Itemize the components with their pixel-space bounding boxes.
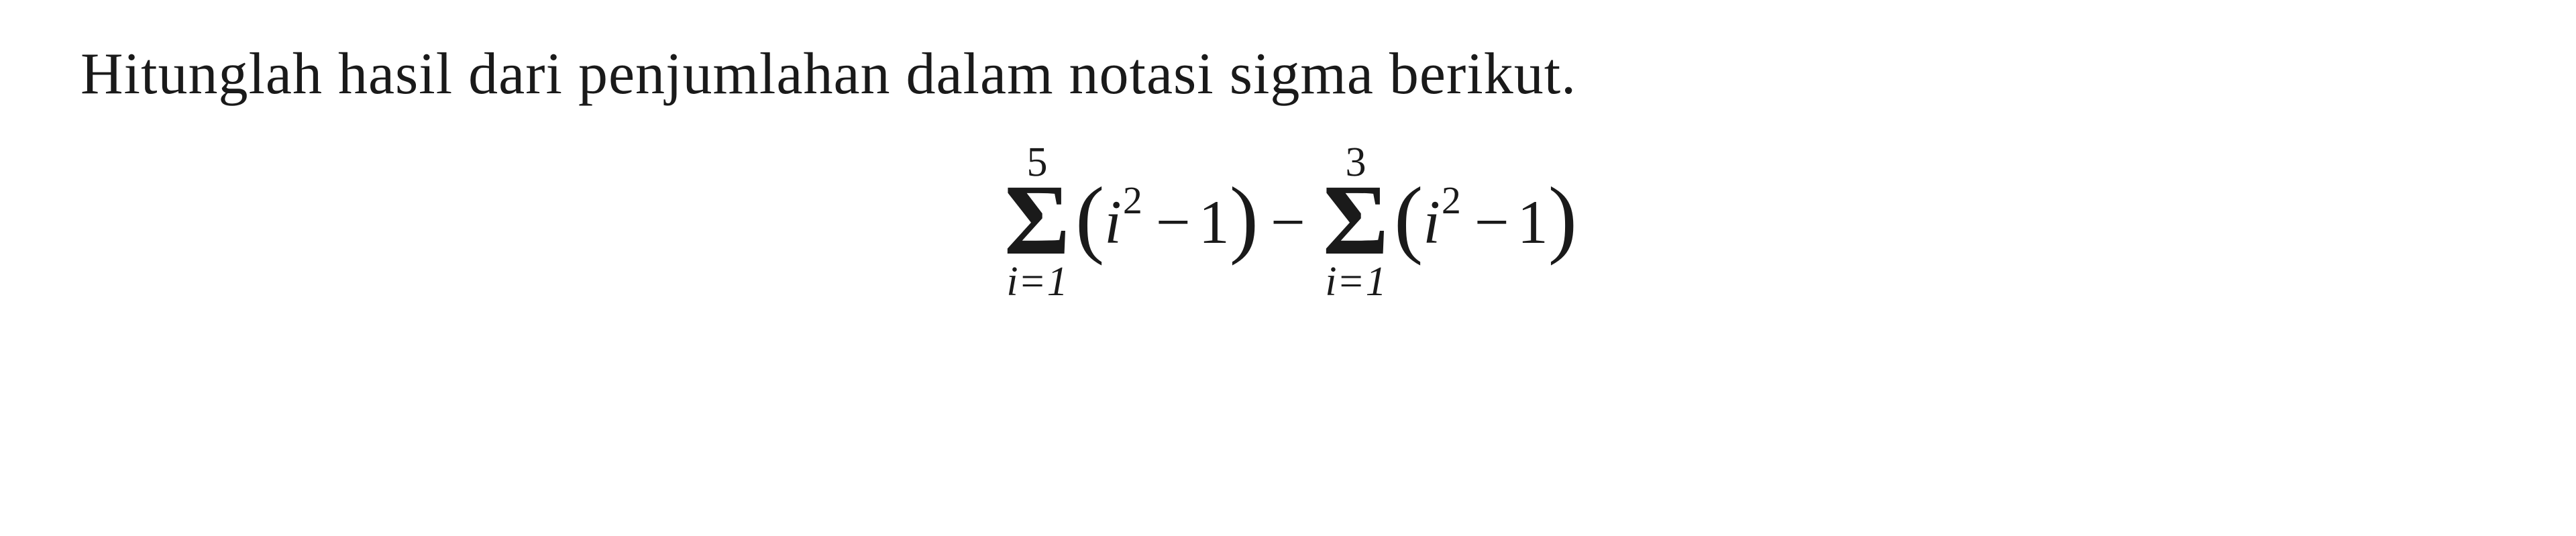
formula-container: 5 Σ i=1 ( i2−1 ) − 3 Σ i=1 ( i2−1 ) xyxy=(80,142,2496,303)
sigma1-lower-eq: = xyxy=(1021,259,1044,305)
sum2-lparen: ( xyxy=(1394,183,1423,253)
sum2-term: i2−1 xyxy=(1423,186,1548,258)
sum1-lparen: ( xyxy=(1075,183,1104,253)
sigma2-symbol: Σ xyxy=(1323,178,1389,264)
sum1-term-const: 1 xyxy=(1199,186,1230,258)
sum2-term-var: i xyxy=(1423,186,1440,258)
sum2-term-exp: 2 xyxy=(1442,178,1461,223)
instruction-text: Hitunglah hasil dari penjumlahan dalam n… xyxy=(80,40,1576,108)
sigma-group-2: 3 Σ i=1 xyxy=(1323,142,1389,303)
sigma1-symbol: Σ xyxy=(1004,178,1070,264)
sigma2-lower-eq: = xyxy=(1340,259,1363,305)
sum1-term-exp: 2 xyxy=(1123,178,1142,223)
sigma2-lower-limit: i=1 xyxy=(1325,261,1386,303)
sum1-term: i2−1 xyxy=(1104,186,1229,258)
sum2-rparen: ) xyxy=(1548,183,1577,253)
sum2-term-const: 1 xyxy=(1517,186,1548,258)
sigma-formula: 5 Σ i=1 ( i2−1 ) − 3 Σ i=1 ( i2−1 ) xyxy=(999,142,1577,303)
sigma1-lower-limit: i=1 xyxy=(1006,261,1067,303)
sigma2-lower-val: 1 xyxy=(1366,259,1387,305)
sum1-term-op: − xyxy=(1156,186,1191,258)
sigma-group-1: 5 Σ i=1 xyxy=(1004,142,1070,303)
sum1-rparen: ) xyxy=(1230,183,1258,253)
between-operator: − xyxy=(1271,186,1305,258)
sum1-term-var: i xyxy=(1104,186,1122,258)
sum2-term-op: − xyxy=(1474,186,1509,258)
sigma1-lower-var: i xyxy=(1006,259,1018,305)
sigma2-lower-var: i xyxy=(1325,259,1336,305)
sigma1-lower-val: 1 xyxy=(1047,259,1068,305)
